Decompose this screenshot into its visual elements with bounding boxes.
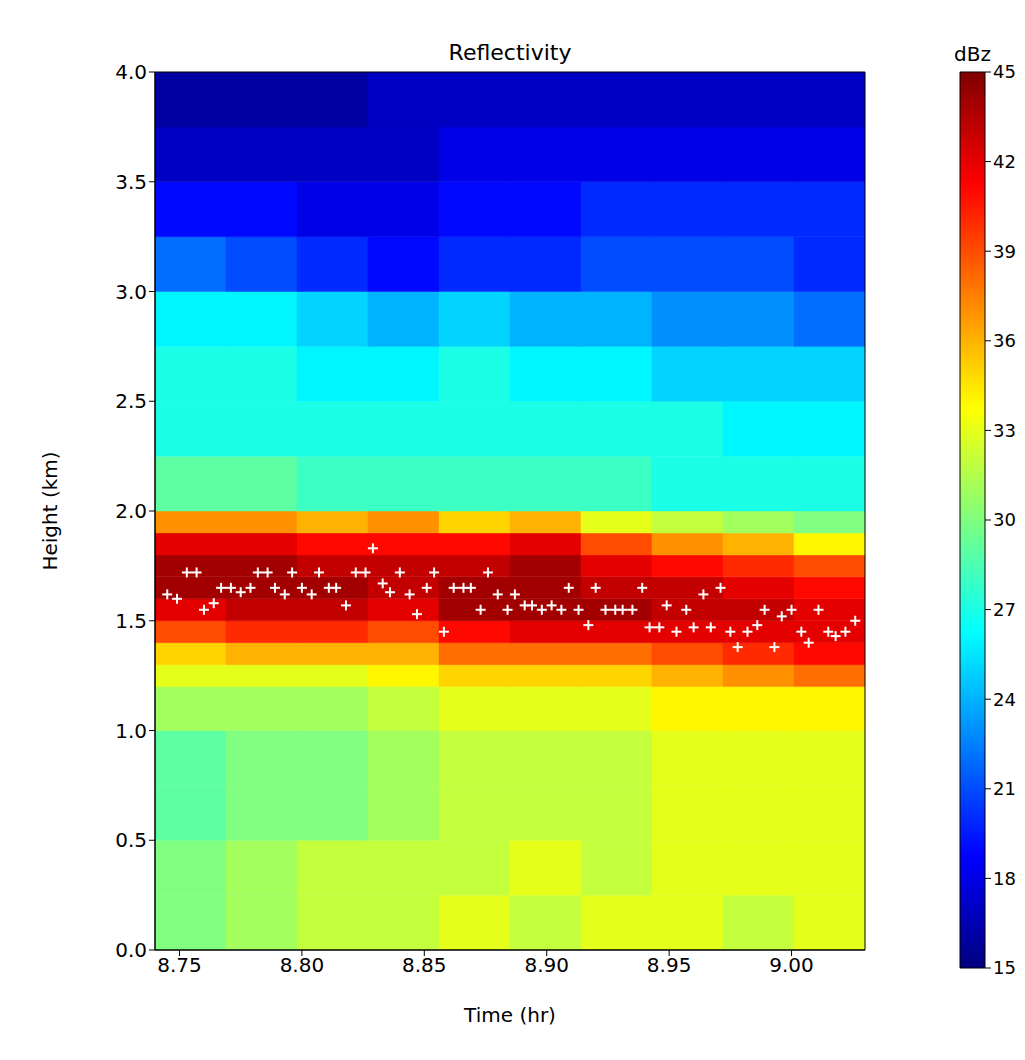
svg-text:0.5: 0.5 bbox=[115, 828, 147, 852]
svg-text:45: 45 bbox=[993, 61, 1016, 82]
svg-text:21: 21 bbox=[993, 778, 1016, 799]
svg-text:36: 36 bbox=[993, 330, 1016, 351]
svg-text:9.00: 9.00 bbox=[769, 953, 814, 977]
svg-text:8.95: 8.95 bbox=[647, 953, 692, 977]
svg-text:30: 30 bbox=[993, 509, 1016, 530]
svg-text:8.75: 8.75 bbox=[157, 953, 202, 977]
svg-text:42: 42 bbox=[993, 151, 1016, 172]
svg-text:39: 39 bbox=[993, 241, 1016, 262]
svg-text:18: 18 bbox=[993, 868, 1016, 889]
svg-text:24: 24 bbox=[993, 689, 1016, 710]
svg-text:1.5: 1.5 bbox=[115, 609, 147, 633]
svg-text:4.0: 4.0 bbox=[115, 60, 147, 84]
html-text:dBz: dBz bbox=[954, 42, 991, 66]
svg-text:8.80: 8.80 bbox=[280, 953, 325, 977]
html-text:Reflectivity: Reflectivity bbox=[448, 40, 572, 65]
svg-text:2.0: 2.0 bbox=[115, 499, 147, 523]
svg-text:Time (hr): Time (hr) bbox=[463, 1003, 556, 1027]
svg-text:33: 33 bbox=[993, 420, 1016, 441]
svg-text:27: 27 bbox=[993, 599, 1016, 620]
svg-text:1.0: 1.0 bbox=[115, 719, 147, 743]
svg-text:0.0: 0.0 bbox=[115, 938, 147, 962]
svg-text:2.5: 2.5 bbox=[115, 389, 147, 413]
svg-text:3.0: 3.0 bbox=[115, 280, 147, 304]
svg-text:Height (km): Height (km) bbox=[38, 451, 62, 570]
svg-text:3.5: 3.5 bbox=[115, 170, 147, 194]
svg-text:8.85: 8.85 bbox=[402, 953, 447, 977]
svg-text:8.90: 8.90 bbox=[524, 953, 569, 977]
svg-text:15: 15 bbox=[993, 957, 1016, 978]
